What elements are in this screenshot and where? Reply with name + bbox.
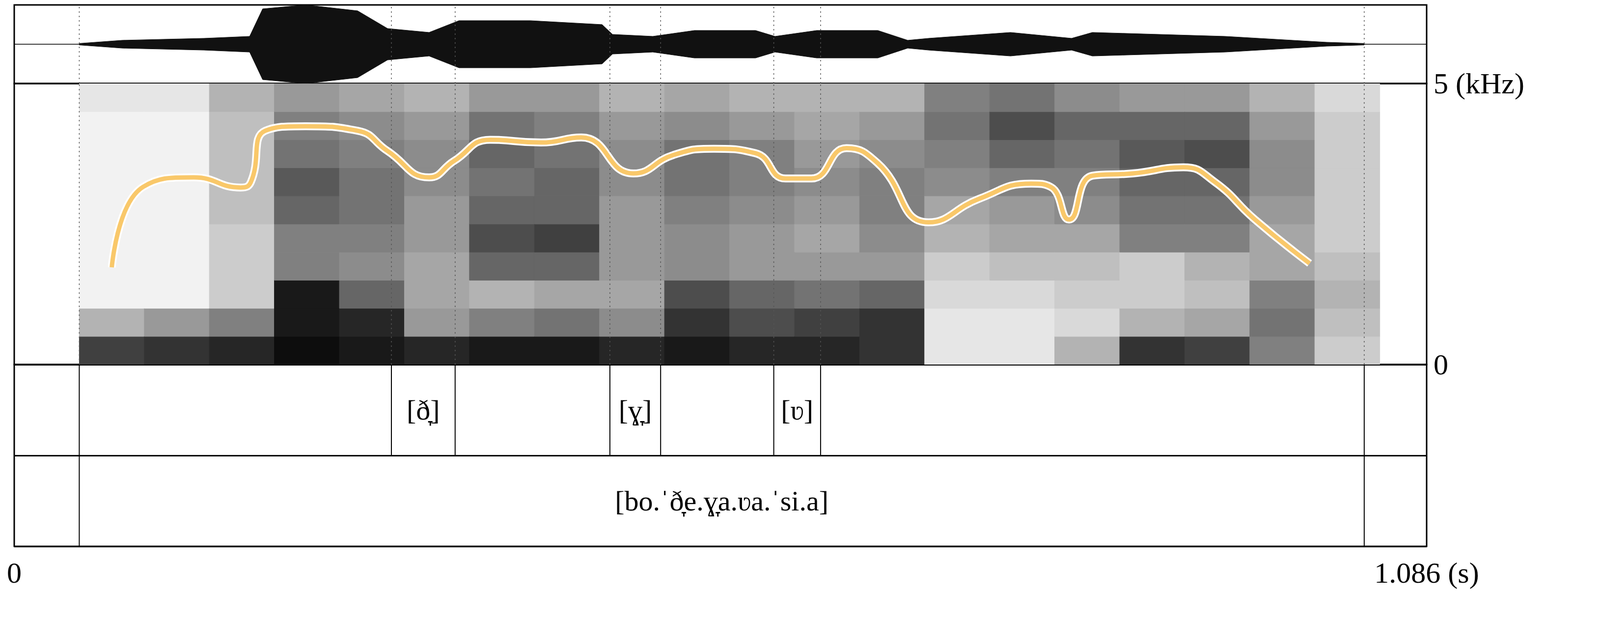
svg-text:[ð̞]: [ð̞] bbox=[406, 393, 441, 426]
svg-text:5 (kHz): 5 (kHz) bbox=[1433, 67, 1525, 100]
svg-text:0: 0 bbox=[1433, 348, 1449, 381]
svg-text:[ɣ̞]: [ɣ̞] bbox=[618, 393, 653, 426]
svg-text:[ʋ]: [ʋ] bbox=[780, 393, 814, 426]
svg-text:[bo.ˈð̞e.ɣ̞a.ʋa.ˈsi.a]: [bo.ˈð̞e.ɣ̞a.ʋa.ˈsi.a] bbox=[614, 484, 829, 517]
svg-text:1.086 (s): 1.086 (s) bbox=[1374, 556, 1479, 589]
svg-text:0: 0 bbox=[6, 556, 22, 589]
